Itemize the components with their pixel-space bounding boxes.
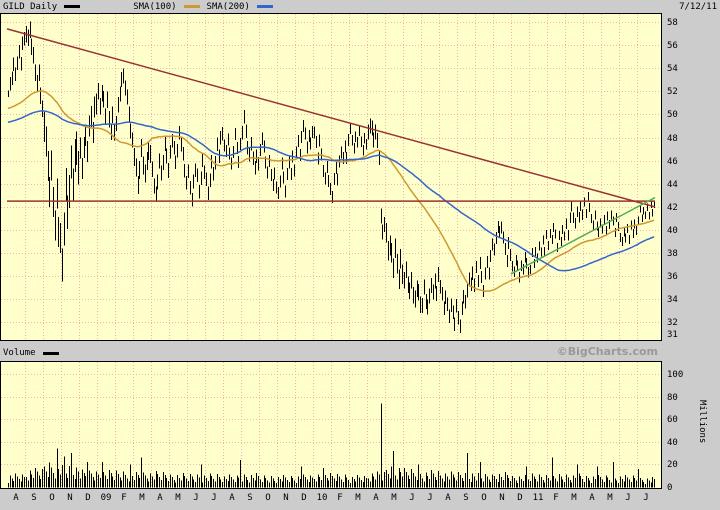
month-label: F [121,493,127,503]
month-label: A [229,493,235,503]
month-label: J [409,493,415,503]
month-label: S [463,493,469,503]
month-label: O [481,493,487,503]
price-chart-canvas [1,14,661,340]
sma200-swatch [256,5,273,8]
month-label: M [571,493,577,503]
month-label: 10 [316,493,328,503]
month-label: J [643,493,649,503]
month-label: D [301,493,307,503]
volume-tick-label: 100 [667,370,684,380]
month-label: S [31,493,37,503]
price-tick-label: 50 [667,110,678,121]
price-tick-label: 38 [667,249,678,260]
month-label: A [589,493,595,503]
month-label: N [499,493,505,503]
time-axis-labels: A S O N D 09 F M A M J J A S O N D 10 F M A M J J A S O N D 11 F M A M J J [0,489,720,510]
price-tick-label: 31 [667,330,678,340]
price-tick-label: 40 [667,226,678,236]
price-tick-label: 44 [667,179,678,190]
month-label: F [337,493,343,503]
month-label: J [211,493,217,503]
month-label: N [283,493,289,503]
month-label: D [517,493,523,503]
month-label: D [85,493,91,503]
month-label: O [265,493,271,503]
month-label: F [553,493,559,503]
price-series-swatch [64,5,81,8]
month-label: A [373,493,379,503]
volume-header: Volume [0,346,662,360]
price-tick-label: 36 [667,272,678,283]
month-label: A [157,493,163,503]
month-label: M [139,493,145,503]
volume-tick-label: 0 [667,483,673,493]
price-tick-label: 54 [667,64,678,75]
month-label: A [13,493,19,503]
sma100-swatch [183,5,200,8]
bigcharts-branding: ©BigCharts.com [556,345,658,358]
as-of-date: 7/12/11 [679,1,717,12]
month-label: J [193,493,199,503]
price-tick-label: 34 [667,295,678,306]
volume-axis-unit-label: Millions [697,400,707,444]
volume-tick-label: 40 [667,437,678,448]
price-tick-label: 46 [667,156,678,167]
month-label: M [355,493,361,503]
chart-header: GILD Daily SMA(100) SMA(200) 7/12/11 [0,0,720,13]
month-label: 11 [532,493,544,503]
sma200-label: SMA(200) [206,1,250,12]
price-tick-label: 52 [667,87,678,98]
month-label: M [607,493,613,503]
price-chart-panel [0,13,662,341]
price-tick-label: 58 [667,18,678,28]
volume-axis-labels: 100 80 60 40 20 0 [663,362,720,493]
price-tick-label: 32 [667,318,678,329]
month-label: 09 [100,493,112,503]
price-tick-label: 42 [667,202,678,213]
volume-chart-canvas [1,362,661,488]
symbol-series-label: GILD Daily [3,1,58,12]
price-tick-label: 56 [667,41,678,52]
month-label: S [247,493,253,503]
volume-series-swatch [42,351,59,355]
volume-tick-label: 80 [667,392,678,403]
volume-tick-label: 60 [667,415,678,426]
sma100-label: SMA(100) [133,1,177,12]
price-tick-label: 48 [667,133,678,144]
price-axis-labels: 58 56 54 52 50 48 46 44 42 40 38 36 34 32 31 [663,14,720,340]
volume-tick-label: 20 [667,460,678,471]
volume-panel-label: Volume [3,348,36,358]
month-label: M [175,493,181,503]
month-label: O [49,493,55,503]
month-label: J [427,493,433,503]
month-label: N [67,493,73,503]
month-label: J [625,493,631,503]
volume-chart-panel [0,361,662,489]
month-label: A [445,493,451,503]
month-label: M [391,493,397,503]
